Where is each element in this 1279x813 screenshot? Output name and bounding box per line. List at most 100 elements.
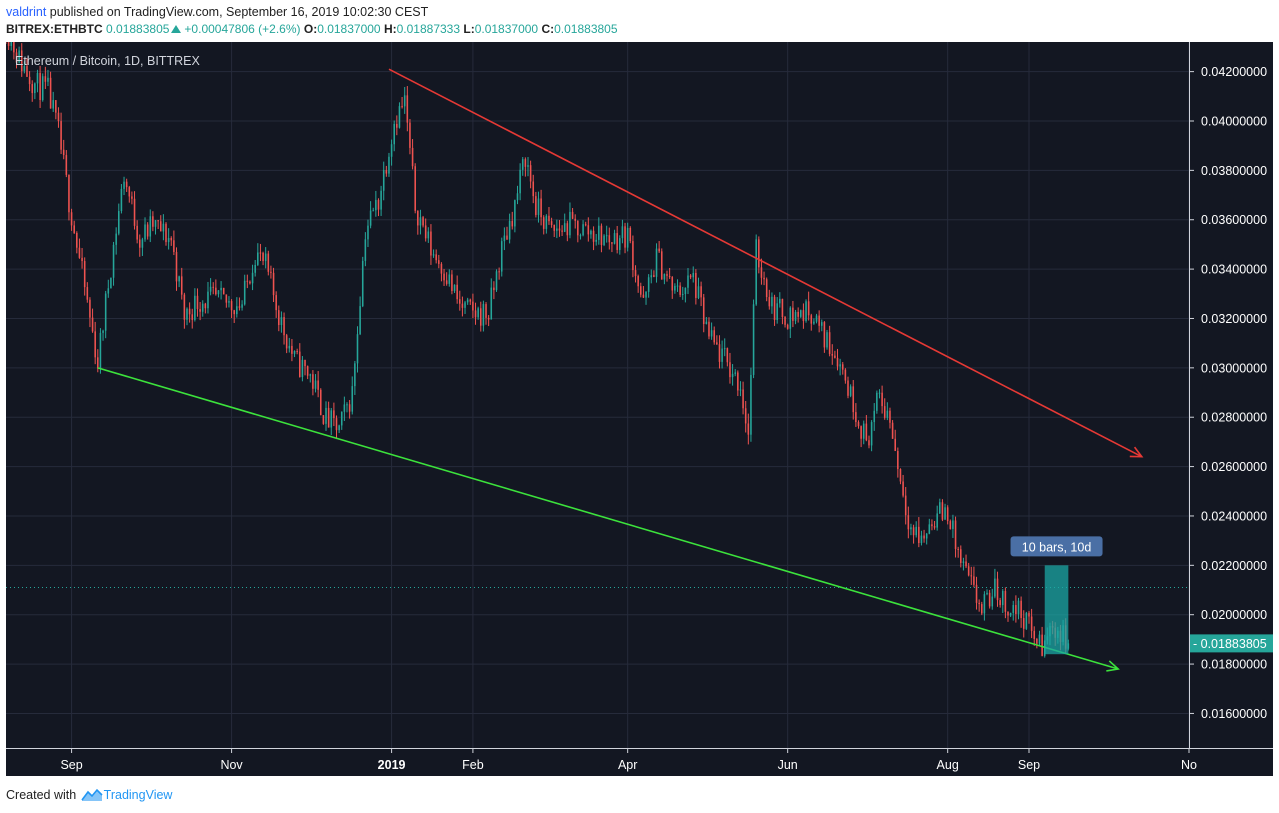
candle-body <box>619 238 621 250</box>
candle-body <box>849 386 852 396</box>
candle-body <box>952 520 954 529</box>
candle-body <box>820 322 823 326</box>
candle-body <box>15 52 18 63</box>
candle-body <box>152 216 154 227</box>
candle-body <box>291 345 293 354</box>
candle-body <box>354 363 356 387</box>
candle-body <box>20 50 23 72</box>
candle-body <box>461 303 464 308</box>
candle-body <box>579 235 582 237</box>
candle-body <box>881 392 883 407</box>
candle-body <box>385 170 388 174</box>
candle-body <box>629 227 632 242</box>
time-tick-label: Apr <box>618 758 637 772</box>
candle-body <box>275 295 277 311</box>
candle-body <box>621 226 624 239</box>
candle-body <box>857 422 860 427</box>
candle-body <box>755 239 757 305</box>
candle-body <box>718 344 721 362</box>
candle-body <box>813 321 815 324</box>
candle-body <box>978 602 980 605</box>
candle-body <box>786 324 789 329</box>
candle-body <box>233 310 235 315</box>
candle-body <box>532 181 535 197</box>
candle-body <box>364 239 367 261</box>
candle-body <box>414 166 416 211</box>
price-axis[interactable]: 0.01600000 0.01800000 0.02000000 0.02200000… <box>1189 42 1273 776</box>
candle-body <box>831 353 834 356</box>
candle-body <box>986 592 988 595</box>
candle-body <box>608 235 611 243</box>
candle-body <box>957 548 959 550</box>
tradingview-logo-icon <box>81 788 103 801</box>
candle-body <box>750 374 752 435</box>
candle-body <box>375 199 377 211</box>
candle-body <box>1041 634 1043 656</box>
candle-body <box>39 72 41 100</box>
candle-body <box>920 535 923 544</box>
candle-body <box>188 308 191 315</box>
candle-body <box>466 299 469 303</box>
candle-body <box>448 274 451 284</box>
candle-body <box>970 575 973 577</box>
candle-body <box>102 330 104 333</box>
candle-body <box>241 304 243 308</box>
candle-body <box>401 106 403 108</box>
candle-body <box>852 386 855 413</box>
candle-body <box>883 406 886 418</box>
open-label: O: <box>303 22 318 36</box>
candle-body <box>146 224 149 237</box>
candle-body <box>789 307 792 329</box>
candle-body <box>217 290 220 295</box>
candle-body <box>1030 616 1033 631</box>
candle-body <box>438 260 440 264</box>
candle-body <box>865 423 868 441</box>
candles <box>6 42 1070 658</box>
candle-body <box>999 600 1001 606</box>
candle-body <box>577 220 579 236</box>
time-axis[interactable]: Sep Nov 2019 Feb Apr Jun Aug Sep No <box>6 748 1273 776</box>
candle-body <box>338 425 340 431</box>
candle-body <box>83 261 86 288</box>
candle-body <box>637 276 639 287</box>
date-range-label-bg <box>1010 536 1103 557</box>
candle-body <box>459 299 461 304</box>
candle-body <box>584 224 587 226</box>
candle-body <box>508 221 511 240</box>
candle-body <box>954 520 957 549</box>
candle-body <box>41 76 44 100</box>
candle-body <box>891 422 894 439</box>
candle-body <box>398 106 401 128</box>
candle-body <box>225 294 228 303</box>
author-link[interactable]: valdrint <box>6 5 47 19</box>
candle-body <box>36 72 39 84</box>
candle-body <box>713 330 716 343</box>
candle-body <box>264 253 267 262</box>
candle-body <box>988 592 991 607</box>
candle-body <box>521 159 524 170</box>
candle-body <box>388 156 390 174</box>
candle-body <box>7 42 10 46</box>
candle-body <box>359 306 361 335</box>
candle-body <box>451 274 453 292</box>
date-range-tool[interactable]: 10 bars, 10d <box>1010 536 1103 655</box>
candle-body <box>563 223 566 232</box>
price-chart[interactable]: 10 bars, 10d 0.01600000 0.01800000 0.02000… <box>6 42 1273 776</box>
candle-body <box>377 199 380 210</box>
candle-body <box>742 389 744 409</box>
price-tick-label: 0.02600000 <box>1201 460 1267 474</box>
last-price-badge-label: - 0.01883805 <box>1193 637 1267 651</box>
support-arrow-icon <box>1106 660 1120 672</box>
candle-body <box>191 314 194 320</box>
time-tick-label: Jun <box>778 758 798 772</box>
candle-body <box>18 50 20 63</box>
candle-body <box>739 389 742 391</box>
candle-body <box>886 410 889 418</box>
candle-body <box>125 181 128 188</box>
tradingview-brand-link[interactable]: TradingView <box>103 788 173 802</box>
candle-body <box>902 481 904 496</box>
candle-body <box>390 144 393 157</box>
candle-body <box>477 308 479 318</box>
price-tick-label: 0.01800000 <box>1201 658 1267 672</box>
candle-body <box>236 306 238 315</box>
